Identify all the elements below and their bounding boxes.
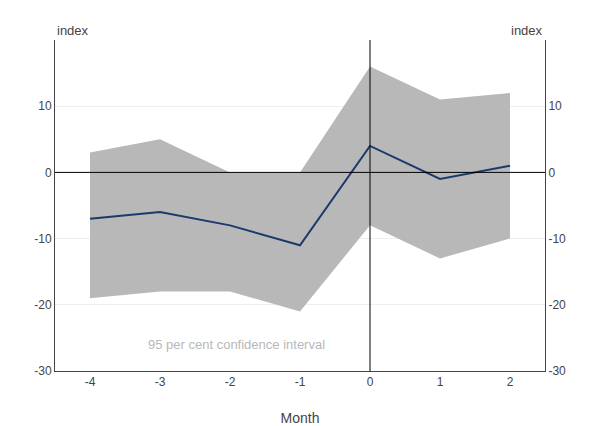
svg-text:Month: Month: [281, 410, 320, 426]
svg-text:10: 10: [548, 99, 562, 113]
svg-text:0: 0: [548, 166, 555, 180]
svg-text:index: index: [511, 23, 543, 38]
svg-text:-2: -2: [225, 375, 236, 389]
svg-text:-20: -20: [34, 298, 52, 312]
svg-text:95 per cent confidence interva: 95 per cent confidence interval: [148, 337, 325, 352]
svg-text:-20: -20: [548, 298, 566, 312]
svg-text:index: index: [57, 23, 89, 38]
svg-text:-1: -1: [295, 375, 306, 389]
svg-text:2: 2: [507, 375, 514, 389]
svg-text:-10: -10: [34, 232, 52, 246]
svg-text:-30: -30: [34, 364, 52, 378]
svg-text:0: 0: [45, 166, 52, 180]
svg-text:-3: -3: [155, 375, 166, 389]
svg-text:1: 1: [437, 375, 444, 389]
svg-text:10: 10: [38, 99, 52, 113]
svg-text:-4: -4: [85, 375, 96, 389]
svg-text:-30: -30: [548, 364, 566, 378]
svg-text:0: 0: [367, 375, 374, 389]
svg-text:-10: -10: [548, 232, 566, 246]
